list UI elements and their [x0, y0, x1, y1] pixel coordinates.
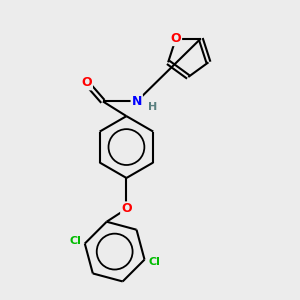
- Text: Cl: Cl: [148, 257, 160, 267]
- Text: Cl: Cl: [69, 236, 81, 246]
- Text: O: O: [121, 202, 132, 215]
- Text: N: N: [132, 95, 142, 108]
- Text: H: H: [148, 102, 158, 112]
- Text: O: O: [81, 76, 92, 89]
- Text: O: O: [170, 32, 181, 45]
